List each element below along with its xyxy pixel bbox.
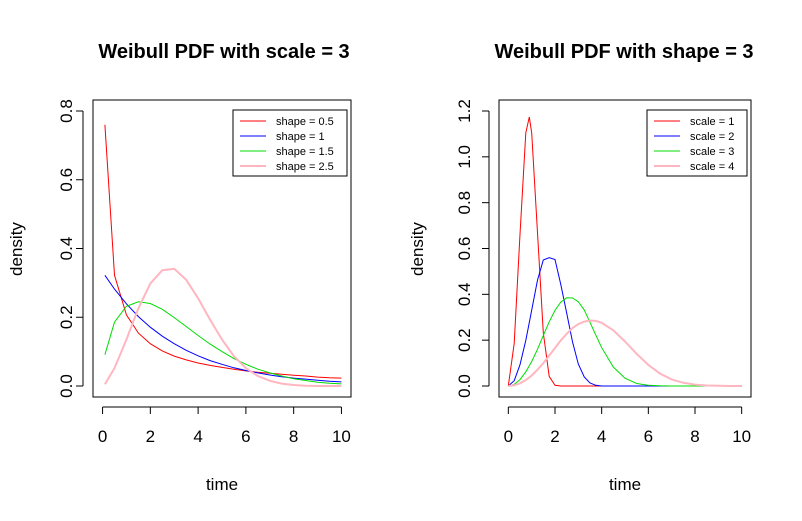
series-line <box>104 275 342 383</box>
series-line <box>508 319 742 387</box>
y-tick-label: 0.8 <box>455 191 474 215</box>
legend-label: shape = 2.5 <box>276 161 334 173</box>
x-tick-label: 6 <box>241 427 250 446</box>
legend-label: shape = 1 <box>276 131 325 143</box>
series-line <box>104 267 342 387</box>
x-tick-label: 6 <box>644 427 653 446</box>
chart-title: Weibull PDF with scale = 3 <box>98 41 349 63</box>
y-tick-label: 0.2 <box>455 328 474 352</box>
y-tick-label: 0.0 <box>455 374 474 398</box>
y-tick-label: 0.6 <box>455 237 474 261</box>
legend-label: shape = 0.5 <box>276 116 334 128</box>
x-axis-label: time <box>206 475 238 494</box>
y-axis-label: density <box>408 222 427 276</box>
chart-panel-2: Weibull PDF with shape = 3 0 2 4 6 8 10 time 0.0… <box>408 41 754 494</box>
legend-label: scale = 2 <box>690 131 734 143</box>
series-line <box>507 257 742 387</box>
chart-panel-1: Weibull PDF with scale = 3 0 2 4 6 8 10 time 0.0… <box>7 41 352 494</box>
x-axis-label: time <box>609 475 641 494</box>
x-tick-label: 4 <box>597 427 606 446</box>
x-tick-label: 10 <box>732 427 751 446</box>
x-tick-label: 2 <box>550 427 559 446</box>
series-line <box>104 124 342 379</box>
y-tick-label: 0.2 <box>57 305 76 329</box>
y-tick-label: 0.6 <box>57 168 76 192</box>
y-axis-label: density <box>7 222 26 276</box>
plot-frame <box>92 99 352 398</box>
chart-title: Weibull PDF with shape = 3 <box>494 41 753 63</box>
legend-label: shape = 1.5 <box>276 146 334 158</box>
y-tick-label: 0.4 <box>57 237 76 261</box>
x-tick-label: 8 <box>289 427 298 446</box>
legend-label: scale = 1 <box>690 116 734 128</box>
x-tick-label: 10 <box>332 427 351 446</box>
x-tick-label: 8 <box>690 427 699 446</box>
x-tick-label: 0 <box>504 427 513 446</box>
x-tick-label: 0 <box>98 427 107 446</box>
y-tick-label: 1.0 <box>455 145 474 169</box>
legend-label: scale = 3 <box>690 146 734 158</box>
plot-frame <box>498 99 752 398</box>
y-tick-label: 1.2 <box>455 99 474 123</box>
y-tick-label: 0.4 <box>455 283 474 307</box>
x-tick-label: 4 <box>193 427 202 446</box>
x-tick-label: 2 <box>146 427 155 446</box>
legend-label: scale = 4 <box>690 161 734 173</box>
series-line <box>508 297 742 387</box>
y-tick-label: 0.0 <box>57 374 76 398</box>
y-tick-label: 0.8 <box>57 99 76 123</box>
